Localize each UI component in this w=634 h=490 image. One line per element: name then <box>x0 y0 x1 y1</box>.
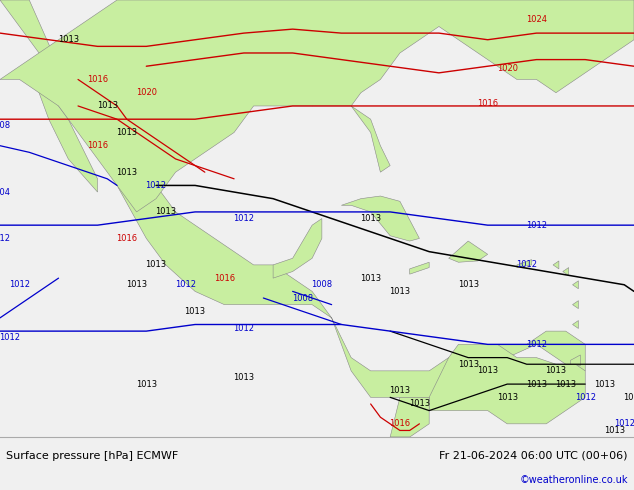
Text: 1013: 1013 <box>136 380 157 389</box>
Text: 1008: 1008 <box>0 122 11 130</box>
Text: 1016: 1016 <box>87 75 108 84</box>
Text: 1012: 1012 <box>233 214 254 223</box>
Text: 1013: 1013 <box>545 367 567 375</box>
Text: 1012: 1012 <box>516 260 537 270</box>
Text: 1013: 1013 <box>555 380 576 389</box>
Polygon shape <box>390 437 420 490</box>
Text: 1008: 1008 <box>292 294 313 302</box>
Polygon shape <box>410 262 429 274</box>
Text: 1016: 1016 <box>389 419 410 428</box>
Text: Surface pressure [hPa] ECMWF: Surface pressure [hPa] ECMWF <box>6 451 179 461</box>
Text: 1013: 1013 <box>389 386 410 395</box>
Polygon shape <box>0 0 585 397</box>
Text: 1012: 1012 <box>0 234 11 243</box>
Polygon shape <box>449 241 488 262</box>
Text: 1013: 1013 <box>145 260 167 270</box>
Text: 1012: 1012 <box>614 419 634 428</box>
Polygon shape <box>390 397 429 437</box>
Text: 1012: 1012 <box>9 280 30 289</box>
Text: 1012: 1012 <box>233 324 254 333</box>
Text: 1012: 1012 <box>0 333 20 342</box>
Text: 1013: 1013 <box>458 280 479 289</box>
Text: Fr 21-06-2024 06:00 UTC (00+06): Fr 21-06-2024 06:00 UTC (00+06) <box>439 451 628 461</box>
Text: 1013: 1013 <box>184 307 205 316</box>
Text: 1013: 1013 <box>389 287 410 296</box>
Text: 1016: 1016 <box>87 141 108 150</box>
Polygon shape <box>517 260 531 268</box>
Polygon shape <box>29 66 98 192</box>
Text: 1013: 1013 <box>155 207 176 217</box>
Text: 1012: 1012 <box>575 393 596 402</box>
Text: 1012: 1012 <box>175 280 196 289</box>
Polygon shape <box>0 0 634 212</box>
Text: 1013: 1013 <box>97 101 118 110</box>
Polygon shape <box>573 320 578 328</box>
Polygon shape <box>273 219 322 278</box>
Text: 1013: 1013 <box>526 380 547 389</box>
Text: 1012: 1012 <box>526 220 547 230</box>
Text: 1013: 1013 <box>496 393 518 402</box>
Text: 1013: 1013 <box>116 128 138 137</box>
Text: 1012: 1012 <box>146 181 167 190</box>
Polygon shape <box>553 261 559 269</box>
Text: 1013: 1013 <box>126 280 147 289</box>
Polygon shape <box>341 196 420 241</box>
Text: 1013: 1013 <box>604 426 625 435</box>
Polygon shape <box>571 355 580 366</box>
Text: 1024: 1024 <box>526 15 547 24</box>
Text: 1008: 1008 <box>311 280 332 289</box>
Text: 1013: 1013 <box>477 367 498 375</box>
Text: 1012: 1012 <box>526 340 547 349</box>
Text: 1013: 1013 <box>233 373 254 382</box>
Polygon shape <box>573 301 578 309</box>
Text: 1013: 1013 <box>360 273 381 283</box>
Text: 1020: 1020 <box>136 88 157 97</box>
Polygon shape <box>573 281 578 289</box>
Text: 1013: 1013 <box>623 393 634 402</box>
Text: 1020: 1020 <box>496 64 518 74</box>
Text: 1016: 1016 <box>214 273 235 283</box>
Text: 1013: 1013 <box>458 360 479 369</box>
Text: 1013: 1013 <box>116 168 138 177</box>
Text: 1013: 1013 <box>360 214 381 223</box>
Text: 1013: 1013 <box>594 380 616 389</box>
Text: 1013: 1013 <box>58 35 79 44</box>
Polygon shape <box>429 344 585 424</box>
Polygon shape <box>563 268 569 275</box>
Text: 1004: 1004 <box>0 188 11 196</box>
Text: ©weatheronline.co.uk: ©weatheronline.co.uk <box>519 475 628 486</box>
Text: 1016: 1016 <box>477 99 498 108</box>
Text: 1016: 1016 <box>116 234 138 243</box>
Text: 1013: 1013 <box>409 399 430 409</box>
Polygon shape <box>312 93 390 172</box>
